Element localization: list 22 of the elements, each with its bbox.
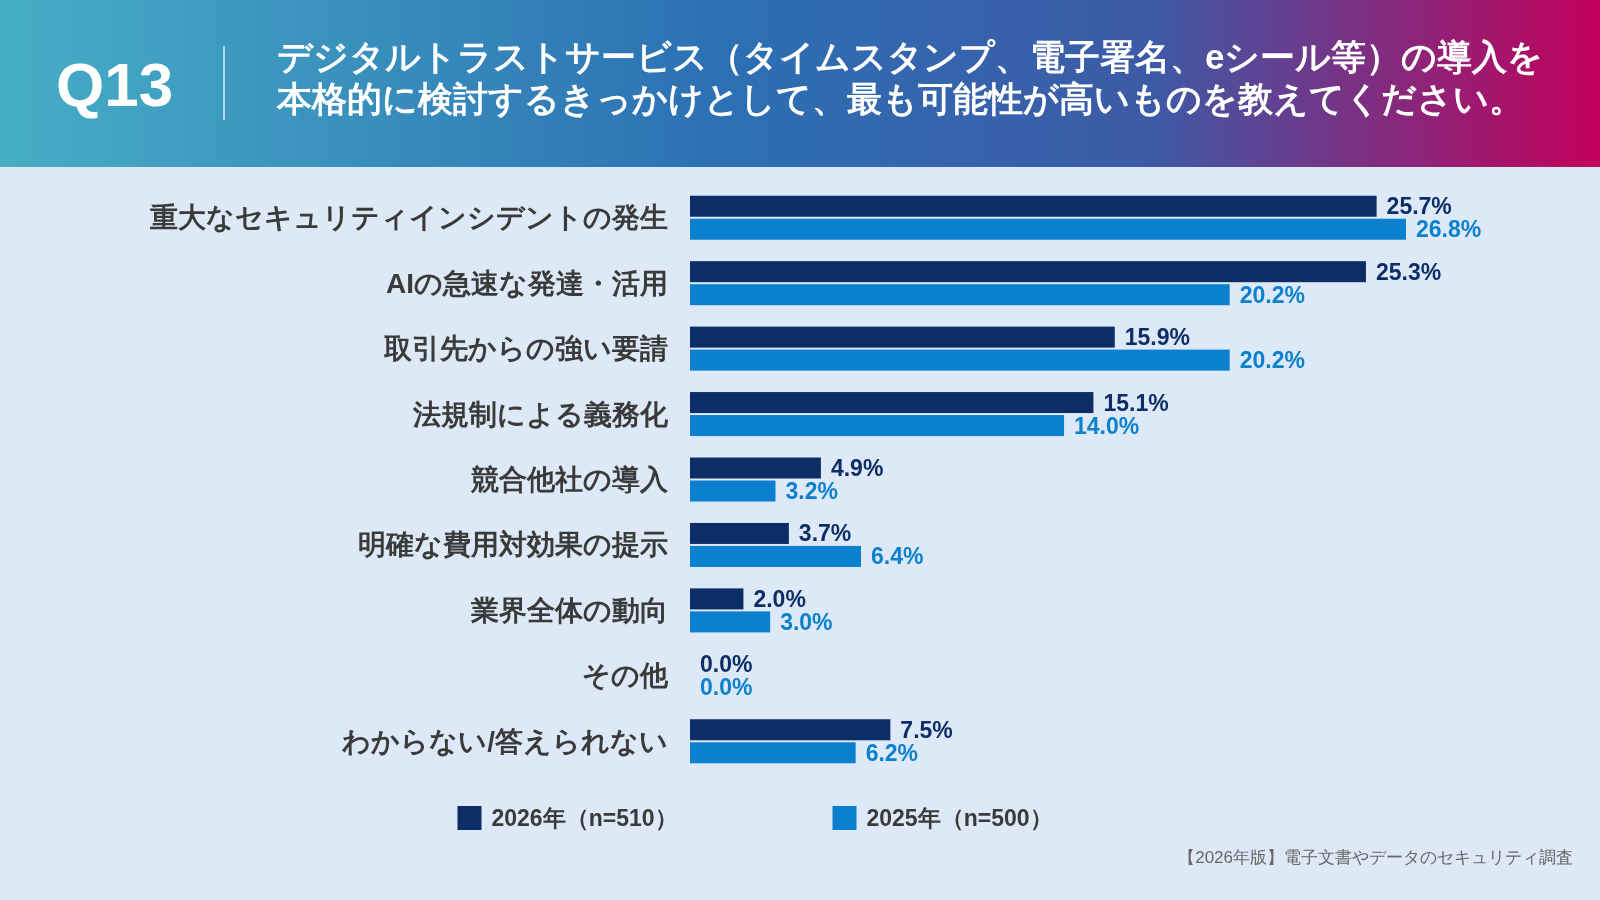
data-label: 3.2%	[785, 478, 838, 504]
data-label: 3.7%	[798, 520, 852, 547]
data-label: 20.2%	[1239, 347, 1305, 374]
y-tick-label: 重大なセキュリティインシデントの発生	[149, 202, 668, 234]
y-tick-label: 競合他社の導入	[470, 464, 669, 495]
chart-subtitle: デジタルトラストサービス（タイムスタンプ、電子署名、eシール等）の導入を本格的に検討するきっかけとして、最も可能性が高いものを教えてください。	[276, 36, 1544, 119]
text: 【2026年版】電子文書やデータのセキュリティ調査	[1178, 847, 1573, 867]
data-label: 20.2%	[1239, 281, 1305, 308]
text: Q13	[56, 49, 174, 119]
y-tick-label: 法規制による義務化	[412, 398, 669, 430]
data-label: 15.9%	[1124, 324, 1191, 351]
legend-label: 2026年（n=510）	[491, 805, 678, 831]
y-tick-label: AIの急速な発達・活用	[386, 267, 668, 299]
data-label: 4.9%	[830, 455, 884, 481]
y-tick-label: 明確な費用対効果の提示	[358, 529, 668, 561]
data-label: 6.4%	[870, 543, 924, 570]
data-label: 25.3%	[1375, 258, 1442, 285]
y-tick-label: わからない/答えられない	[341, 725, 668, 757]
y-tick-label: 取引先からの強い要請	[383, 333, 668, 365]
y-tick-label: その他	[582, 660, 669, 692]
legend-label: 2025年（n=500）	[866, 805, 1053, 831]
y-tick-label: 業界全体の動向	[470, 594, 668, 626]
